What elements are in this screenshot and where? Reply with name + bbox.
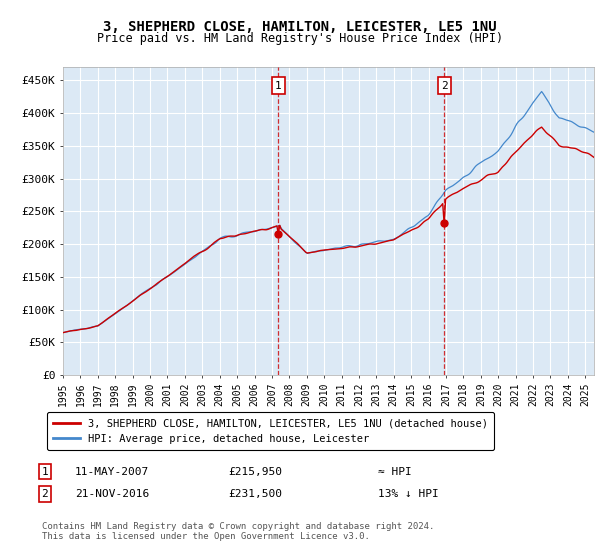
- Text: 1: 1: [41, 466, 49, 477]
- Text: 2: 2: [41, 489, 49, 499]
- Text: ≈ HPI: ≈ HPI: [378, 466, 412, 477]
- Text: 1: 1: [275, 81, 282, 91]
- Text: 21-NOV-2016: 21-NOV-2016: [75, 489, 149, 499]
- Text: 11-MAY-2007: 11-MAY-2007: [75, 466, 149, 477]
- Text: Price paid vs. HM Land Registry's House Price Index (HPI): Price paid vs. HM Land Registry's House …: [97, 32, 503, 45]
- Text: Contains HM Land Registry data © Crown copyright and database right 2024.
This d: Contains HM Land Registry data © Crown c…: [42, 522, 434, 542]
- Text: 2: 2: [441, 81, 448, 91]
- Text: 3, SHEPHERD CLOSE, HAMILTON, LEICESTER, LE5 1NU: 3, SHEPHERD CLOSE, HAMILTON, LEICESTER, …: [103, 20, 497, 34]
- Text: 13% ↓ HPI: 13% ↓ HPI: [378, 489, 439, 499]
- Text: £215,950: £215,950: [228, 466, 282, 477]
- Legend: 3, SHEPHERD CLOSE, HAMILTON, LEICESTER, LE5 1NU (detached house), HPI: Average p: 3, SHEPHERD CLOSE, HAMILTON, LEICESTER, …: [47, 412, 494, 450]
- Text: £231,500: £231,500: [228, 489, 282, 499]
